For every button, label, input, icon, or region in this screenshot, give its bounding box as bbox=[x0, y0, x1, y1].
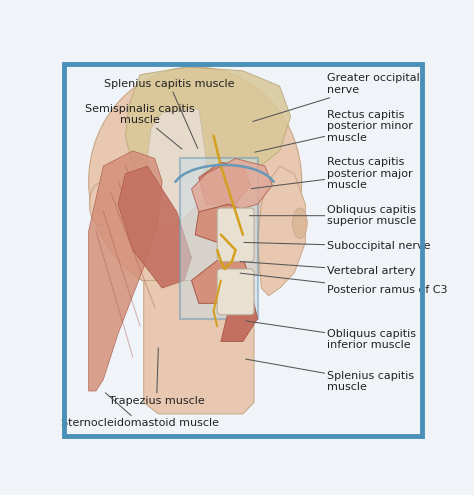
Ellipse shape bbox=[285, 189, 303, 227]
Text: Rectus capitis
posterior major
muscle: Rectus capitis posterior major muscle bbox=[251, 157, 413, 191]
Polygon shape bbox=[191, 158, 272, 212]
Polygon shape bbox=[118, 166, 191, 288]
Polygon shape bbox=[258, 166, 305, 296]
Text: Semispinalis capitis
muscle: Semispinalis capitis muscle bbox=[85, 104, 195, 149]
Text: Suboccipital nerve: Suboccipital nerve bbox=[244, 241, 431, 251]
Text: Rectus capitis
posterior minor
muscle: Rectus capitis posterior minor muscle bbox=[255, 109, 413, 152]
Text: Obliquus capitis
inferior muscle: Obliquus capitis inferior muscle bbox=[246, 321, 417, 350]
Polygon shape bbox=[125, 67, 291, 181]
Polygon shape bbox=[144, 281, 254, 414]
FancyBboxPatch shape bbox=[181, 158, 258, 319]
Text: Obliquus capitis
superior muscle: Obliquus capitis superior muscle bbox=[249, 205, 417, 227]
Text: Trapezius muscle: Trapezius muscle bbox=[109, 348, 204, 405]
Ellipse shape bbox=[96, 191, 107, 218]
Polygon shape bbox=[195, 204, 250, 243]
FancyBboxPatch shape bbox=[217, 269, 254, 315]
Ellipse shape bbox=[292, 208, 307, 239]
Text: Posterior ramus of C3: Posterior ramus of C3 bbox=[240, 273, 448, 295]
FancyBboxPatch shape bbox=[217, 208, 254, 261]
Text: Splenius capitis muscle: Splenius capitis muscle bbox=[104, 79, 235, 148]
Polygon shape bbox=[221, 288, 258, 342]
Polygon shape bbox=[147, 109, 206, 231]
Polygon shape bbox=[89, 151, 162, 391]
Polygon shape bbox=[199, 162, 250, 204]
Text: Greater occipital
nerve: Greater occipital nerve bbox=[253, 73, 420, 121]
Text: Sternocleidomastoid muscle: Sternocleidomastoid muscle bbox=[61, 393, 219, 428]
Text: Vertebral artery: Vertebral artery bbox=[240, 261, 416, 276]
Ellipse shape bbox=[90, 183, 110, 225]
Polygon shape bbox=[191, 257, 250, 303]
Text: Splenius capitis
muscle: Splenius capitis muscle bbox=[246, 359, 415, 392]
Ellipse shape bbox=[89, 67, 301, 296]
